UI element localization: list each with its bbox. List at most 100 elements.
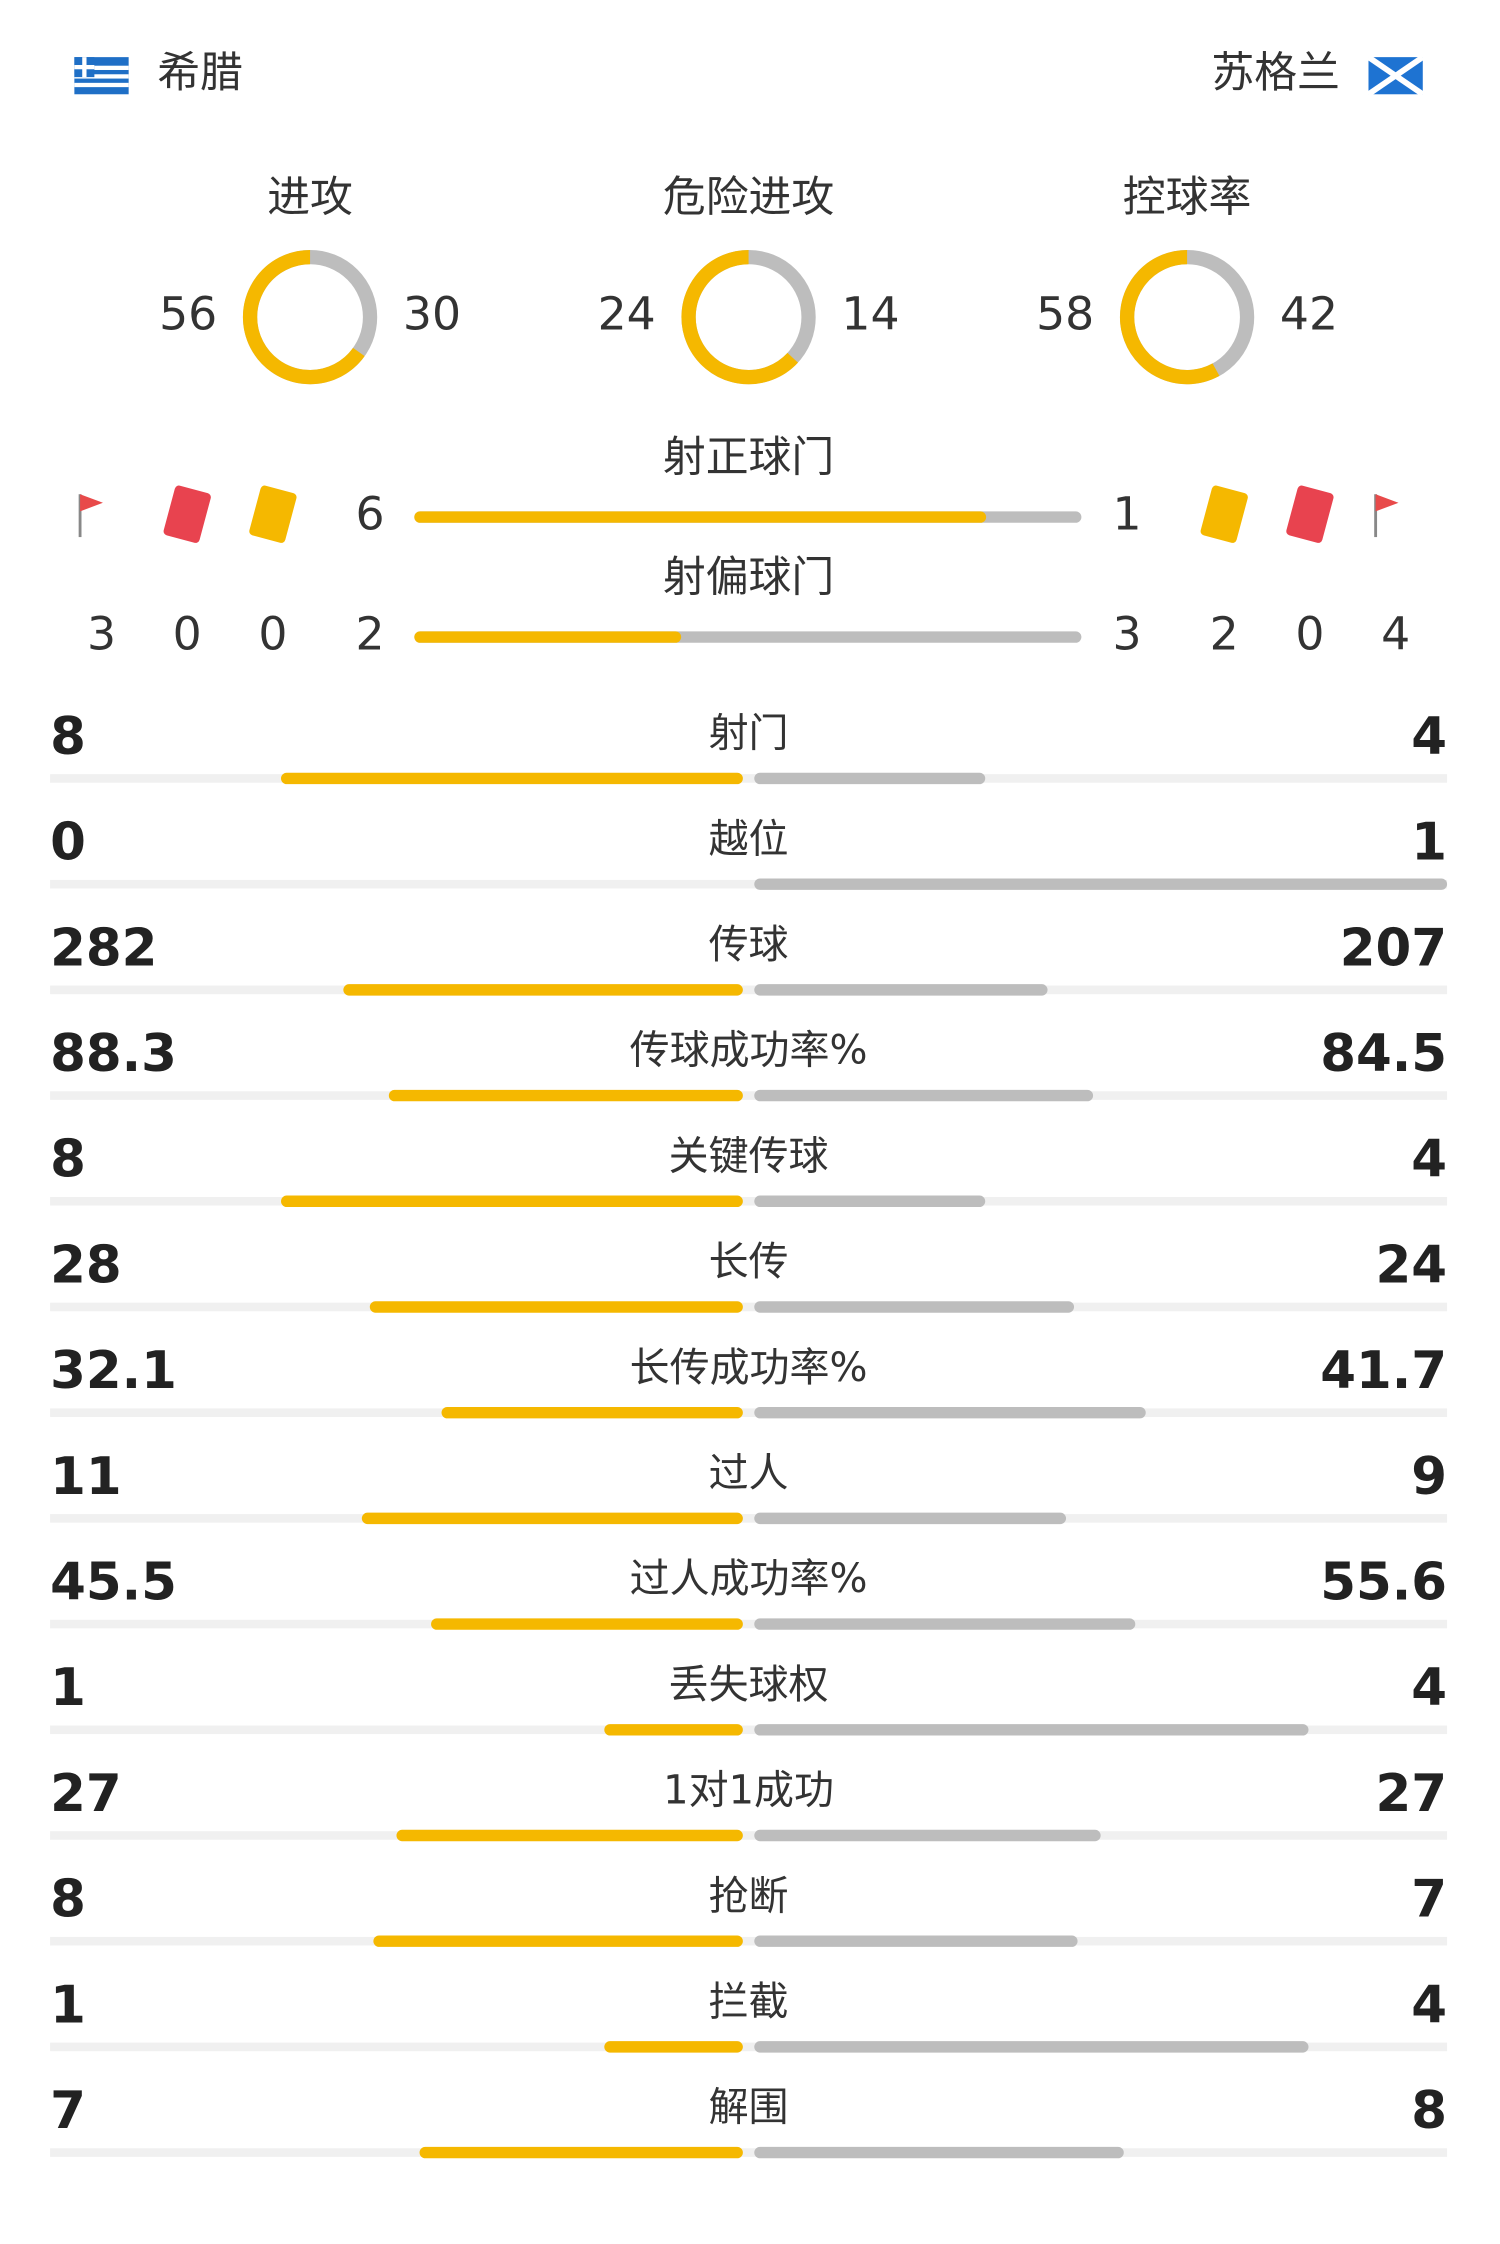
away-bar (754, 1512, 1067, 1525)
track (50, 1619, 1448, 1629)
card-icon (249, 485, 297, 543)
donut-label: 危险进攻 (663, 172, 834, 222)
track (50, 1514, 1448, 1523)
away-value: 4 (1411, 1130, 1447, 1190)
home-team: 希腊 (157, 48, 243, 98)
stat-label: 1对1成功 (663, 1768, 834, 1814)
away-bar (754, 878, 1448, 890)
card-icon (1200, 485, 1248, 543)
away-bar (754, 2041, 1309, 2053)
away-bar (754, 772, 986, 785)
away-bar (754, 2146, 1124, 2159)
away-value: 4 (1411, 1975, 1447, 2035)
away-value: 207 (1340, 918, 1447, 978)
away-value: 1 (1411, 813, 1447, 873)
home-value: 1 (50, 1975, 86, 2035)
track (50, 774, 1448, 783)
away-bar (754, 1829, 1101, 1842)
count: 4 (1381, 608, 1410, 661)
corner-icon (80, 494, 103, 512)
away-value: 8 (1411, 2081, 1447, 2141)
home-value: 24 (598, 288, 656, 341)
stat-label: 长传 (709, 1239, 789, 1285)
count: 2 (1210, 608, 1239, 661)
away-value: 14 (841, 288, 899, 341)
shot-label: 射正球门 (663, 432, 834, 482)
home-bar (361, 1512, 743, 1525)
donut-arc (681, 249, 798, 385)
home-value: 32.1 (50, 1341, 177, 1401)
stat-label: 传球 (709, 922, 789, 968)
away-value: 3 (1113, 608, 1142, 661)
away-value: 55.6 (1320, 1553, 1447, 1613)
away-bar (754, 1406, 1146, 1419)
away-bar (754, 1195, 986, 1207)
away-value: 30 (403, 288, 461, 341)
home-value: 8 (50, 707, 86, 767)
home-value: 282 (50, 918, 157, 978)
home-bar (419, 2146, 743, 2159)
donut-label: 进攻 (267, 172, 353, 222)
donut-arc (242, 249, 365, 385)
track (50, 1196, 1448, 1206)
away-value: 42 (1280, 288, 1338, 341)
donut-arc (1119, 249, 1220, 385)
track (50, 985, 1448, 995)
count: 0 (1295, 608, 1324, 661)
track (50, 1936, 1448, 1946)
away-bar (754, 1935, 1078, 1947)
stat-label: 过人成功率% (630, 1556, 868, 1602)
away-value: 4 (1411, 707, 1447, 767)
home-bar (388, 1089, 743, 1102)
stat-label: 解围 (709, 2085, 789, 2131)
home-value: 11 (50, 1447, 122, 1507)
away-value: 7 (1411, 1870, 1447, 1930)
home-bar (604, 2041, 743, 2053)
home-value: 88.3 (50, 1024, 177, 1084)
count: 0 (173, 608, 202, 661)
track (50, 2148, 1448, 2157)
home-value: 2 (356, 608, 385, 661)
home-value: 6 (356, 488, 385, 541)
card-icon (1286, 485, 1334, 543)
away-bar (754, 1301, 1075, 1313)
track (50, 2042, 1448, 2052)
home-bar (281, 1195, 743, 1207)
home-value: 28 (50, 1235, 122, 1295)
away-bar (754, 1089, 1094, 1102)
home-value: 58 (1036, 288, 1094, 341)
home-value: 27 (50, 1764, 122, 1824)
home-bar (373, 1935, 743, 1947)
track (50, 1725, 1448, 1735)
stat-label: 过人 (709, 1451, 789, 1497)
away-flag (1366, 54, 1425, 97)
away-value: 27 (1376, 1764, 1448, 1824)
home-bar (431, 1618, 743, 1630)
track (50, 879, 1448, 889)
stat-label: 拦截 (709, 1979, 789, 2025)
away-bar (754, 984, 1048, 996)
stat-label: 传球成功率% (630, 1028, 868, 1074)
home-value: 0 (50, 813, 86, 873)
corner-icon (1375, 494, 1399, 512)
home-bar (604, 1724, 743, 1736)
count: 0 (258, 608, 287, 661)
stat-label: 丢失球权 (669, 1662, 829, 1708)
bar (414, 511, 987, 523)
home-bar (396, 1829, 743, 1842)
away-value: 9 (1411, 1447, 1447, 1507)
track (50, 1091, 1448, 1100)
track (50, 1302, 1448, 1312)
stat-label: 抢断 (709, 1873, 789, 1919)
home-bar (441, 1406, 743, 1419)
away-value: 41.7 (1320, 1341, 1447, 1401)
home-value: 56 (159, 288, 217, 341)
card-icon (163, 485, 211, 543)
home-value: 8 (50, 1130, 86, 1190)
donut-label: 控球率 (1123, 172, 1252, 222)
away-bar (754, 1724, 1309, 1736)
home-value: 45.5 (50, 1553, 177, 1613)
shot-label: 射偏球门 (663, 552, 834, 602)
